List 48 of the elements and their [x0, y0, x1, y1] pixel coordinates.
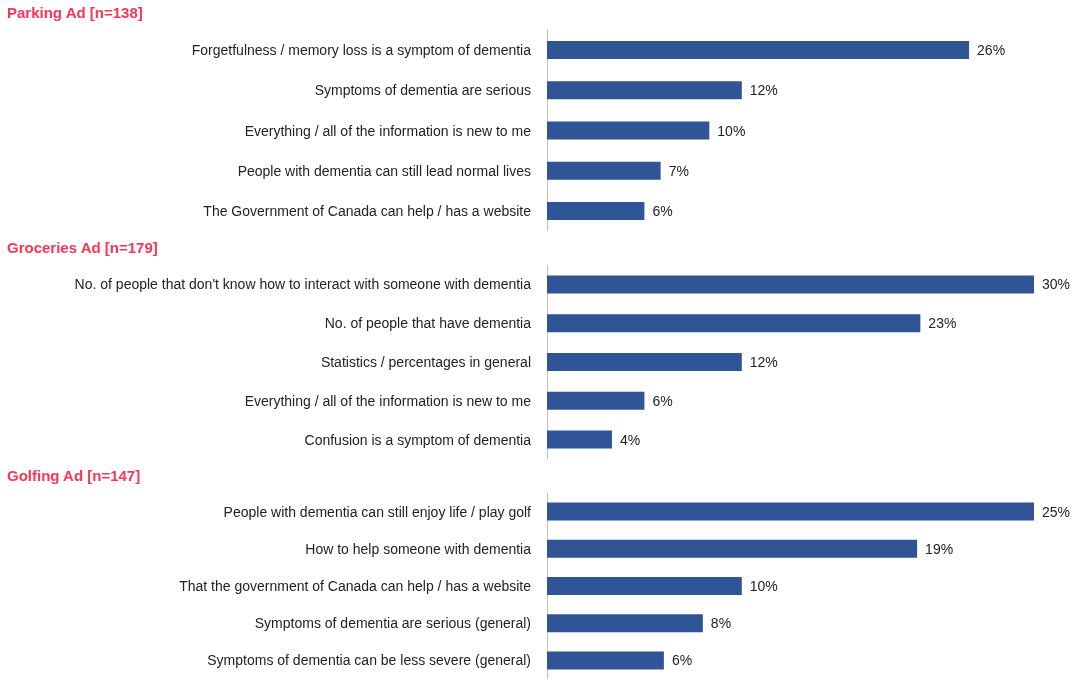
data-label: 6%	[652, 392, 673, 409]
bar	[547, 275, 1034, 294]
bar	[547, 502, 1034, 521]
y-tick-label: Symptoms of dementia can be less severe (general)	[207, 652, 531, 669]
data-label: 19%	[925, 540, 954, 557]
bar	[547, 201, 645, 220]
y-tick-label: Forgetfulness / memory loss is a symptom of dementia	[191, 42, 532, 59]
y-tick-label: Symptoms of dementia are serious	[314, 82, 531, 99]
y-tick-label: No. of people that don't know how to interact with someone with dementia	[74, 276, 532, 293]
bar	[547, 41, 970, 60]
y-tick-label: Everything / all of the information is new to me	[244, 122, 532, 139]
data-label: 30%	[1042, 276, 1071, 293]
bar	[547, 539, 918, 558]
data-label: 25%	[1042, 503, 1071, 520]
y-tick-label: No. of people that have dementia	[324, 315, 532, 332]
text: Groceries Ad [n=179]	[7, 239, 158, 256]
y-tick-label: Symptoms of dementia are serious (general)	[254, 615, 531, 632]
data-label: 4%	[619, 431, 641, 448]
bar	[547, 161, 661, 180]
bar	[547, 430, 612, 449]
y-tick-label: People with dementia can still enjoy life / play golf	[223, 503, 532, 520]
y-tick-label: Confusion is a symptom of dementia	[304, 431, 532, 448]
bar	[547, 314, 921, 333]
text: Golfing Ad [n=147]	[7, 467, 141, 484]
data-label: 23%	[928, 315, 957, 332]
y-tick-label: Everything / all of the information is new to me	[244, 392, 532, 409]
y-tick-label: Statistics / percentages in general	[320, 354, 531, 370]
data-label: 8%	[710, 615, 732, 632]
bar	[547, 353, 742, 371]
y-tick-label: People with dementia can still lead normal lives	[237, 162, 531, 179]
y-tick-label: The Government of Canada can help / has a website	[203, 202, 532, 219]
y-tick-label: That the government of Canada can help / has a website	[179, 578, 532, 594]
data-label: 6%	[671, 652, 693, 669]
bar	[547, 391, 645, 410]
bar	[547, 651, 664, 670]
text: Parking Ad [n=138]	[7, 4, 143, 21]
bar	[547, 577, 742, 595]
data-label: 12%	[749, 354, 778, 370]
data-label: 7%	[668, 162, 689, 179]
bar	[547, 121, 710, 140]
y-tick-label: How to help someone with dementia	[305, 540, 532, 557]
data-label: 6%	[652, 202, 673, 219]
bar	[547, 81, 742, 100]
data-label: 10%	[749, 578, 778, 594]
data-label: 12%	[749, 82, 778, 99]
data-label: 26%	[977, 42, 1006, 59]
bar	[547, 614, 703, 633]
data-label: 10%	[717, 122, 746, 139]
